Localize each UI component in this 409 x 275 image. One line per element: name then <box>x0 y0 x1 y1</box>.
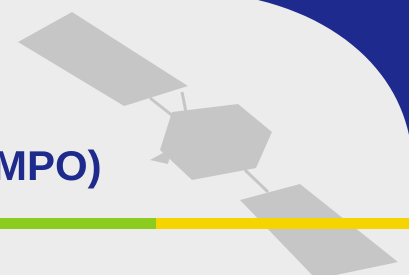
accent-bar-yellow <box>156 218 409 229</box>
accent-bar-green <box>0 218 156 229</box>
page: MPO) (() => { const data = JSON.parse(do… <box>0 0 409 275</box>
slide: MPO) <box>0 0 409 275</box>
slide-title: MPO) <box>0 142 102 189</box>
